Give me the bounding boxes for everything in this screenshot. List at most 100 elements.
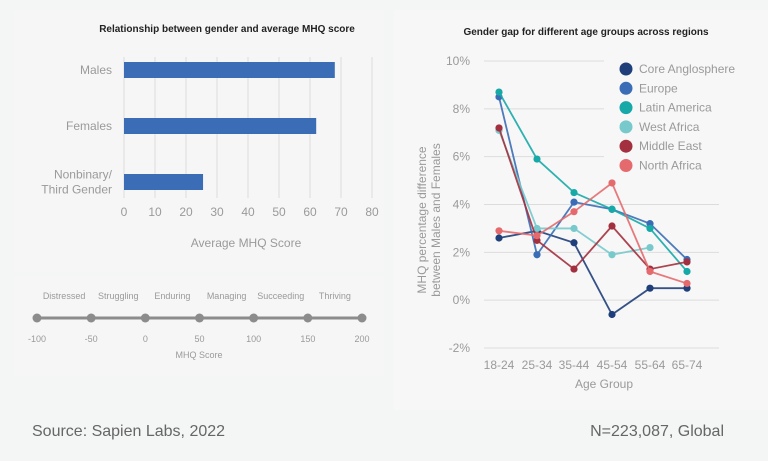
line-y-tick-label: 8% — [453, 102, 471, 116]
legend-label: Middle East — [639, 139, 702, 153]
scale-tick-label: -50 — [85, 334, 98, 344]
data-point — [608, 222, 616, 230]
scale-point — [32, 313, 42, 323]
line-x-tick-label: 55-64 — [635, 358, 666, 372]
data-point — [683, 279, 691, 288]
bar-category-label: Females — [66, 119, 112, 133]
line-x-tick-label: 18-24 — [484, 358, 515, 372]
legend-swatch — [619, 101, 633, 115]
bar-category-label: Nonbinary/Third Gender — [41, 168, 112, 197]
series-west-africa — [495, 126, 654, 259]
gender-gap-line-chart: Gender gap for different age groups acro… — [415, 27, 735, 391]
line-x-tick-label: 65-74 — [672, 358, 703, 372]
data-point — [570, 239, 578, 247]
data-point — [495, 234, 503, 242]
legend-item: Europe — [619, 81, 678, 95]
series-line — [498, 229, 687, 316]
gender-bar-chart: Relationship between gender and average … — [41, 24, 379, 250]
scale-point — [249, 313, 259, 323]
scale-tick-label: 100 — [246, 334, 261, 344]
legend-label: North Africa — [639, 159, 702, 173]
scale-band-label: Enduring — [154, 291, 190, 301]
line-x-axis-label: Age Group — [575, 377, 633, 391]
data-point — [570, 208, 578, 216]
legend-label: Europe — [639, 81, 678, 95]
series-line — [498, 127, 688, 271]
legend-item: Latin America — [619, 101, 712, 115]
series-line — [498, 181, 688, 285]
bar-x-axis-label: Average MHQ Score — [191, 236, 302, 250]
legend-swatch — [619, 120, 633, 134]
line-x-tick-label: 25-34 — [522, 358, 553, 372]
legend-swatch — [619, 159, 633, 172]
sample-size-note: N=223,087, Global — [590, 423, 724, 440]
bar-0 — [124, 62, 335, 78]
scale-point — [303, 313, 313, 323]
legend-label: Core Anglosphere — [639, 62, 735, 76]
scale-point — [86, 313, 96, 323]
line-chart-title: Gender gap for different age groups acro… — [463, 27, 708, 38]
line-y-tick-label: -2% — [449, 341, 471, 355]
mhq-scale: Distressed Struggling Enduring Managing Succ… — [28, 291, 370, 360]
bar-chart-title: Relationship between gender and average … — [99, 24, 355, 35]
bar-x-tick-label: 10 — [148, 205, 162, 219]
data-point — [533, 155, 541, 163]
scale-tick-label: -100 — [28, 334, 46, 344]
bar-x-tick-label: 50 — [272, 205, 286, 219]
data-point — [608, 251, 616, 259]
legend-label: Latin America — [639, 101, 712, 115]
data-point — [533, 231, 541, 240]
data-point — [570, 265, 578, 273]
data-point — [570, 198, 578, 206]
series-line — [498, 91, 688, 273]
scale-tick-label: 200 — [354, 334, 369, 344]
line-y-axis-label-line-2: between Males and Females — [429, 143, 443, 296]
bar-2 — [124, 174, 204, 190]
data-point — [533, 224, 541, 233]
legend-item: Middle East — [619, 139, 702, 153]
series-line — [498, 96, 688, 261]
data-point — [683, 258, 691, 266]
mhq-scale-panel: Distressed Struggling Enduring Managing Succ… — [14, 276, 384, 376]
bar-category-label: Males — [80, 63, 112, 77]
legend-label: West Africa — [639, 120, 700, 134]
series-north-africa — [495, 179, 691, 288]
legend-item: North Africa — [619, 159, 702, 173]
bar-1 — [124, 118, 317, 134]
line-y-tick-label: 6% — [453, 150, 471, 164]
source-note: Source: Sapien Labs, 2022 — [32, 423, 226, 440]
scale-axis-label: MHQ Score — [175, 350, 222, 360]
data-point — [646, 243, 654, 252]
data-point — [570, 188, 578, 197]
data-point — [533, 251, 541, 259]
line-x-tick-label: 45-54 — [597, 358, 628, 372]
scale-tick-label: 50 — [194, 334, 204, 344]
data-point — [608, 179, 616, 187]
bar-x-tick-label: 60 — [303, 205, 317, 219]
line-x-tick-label: 35-44 — [559, 358, 590, 372]
legend-item: Core Anglosphere — [619, 62, 735, 76]
data-point — [570, 224, 578, 233]
data-point — [608, 310, 616, 319]
line-y-axis-label-line-1: MHQ percentage difference — [415, 146, 429, 294]
scale-band-label: Struggling — [98, 291, 139, 301]
data-point — [495, 88, 503, 96]
scale-band-label: Managing — [207, 291, 247, 301]
bar-x-tick-label: 0 — [121, 205, 128, 219]
data-point — [683, 267, 691, 276]
scale-band-label: Thriving — [319, 291, 351, 301]
scale-point — [357, 313, 367, 323]
scale-tick-label: 150 — [300, 334, 315, 344]
legend-swatch — [619, 139, 633, 153]
bar-x-tick-label: 30 — [210, 205, 224, 219]
line-y-tick-label: 2% — [453, 245, 471, 259]
series-europe — [495, 93, 691, 264]
series-latin-america — [495, 88, 691, 276]
data-point — [495, 227, 503, 235]
data-point — [646, 284, 654, 292]
bar-x-tick-label: 70 — [334, 205, 348, 219]
line-y-tick-label: 0% — [453, 293, 471, 307]
data-point — [495, 124, 503, 132]
gender-gap-line-chart-panel: Gender gap for different age groups acro… — [394, 10, 768, 410]
legend-item: West Africa — [619, 120, 700, 134]
